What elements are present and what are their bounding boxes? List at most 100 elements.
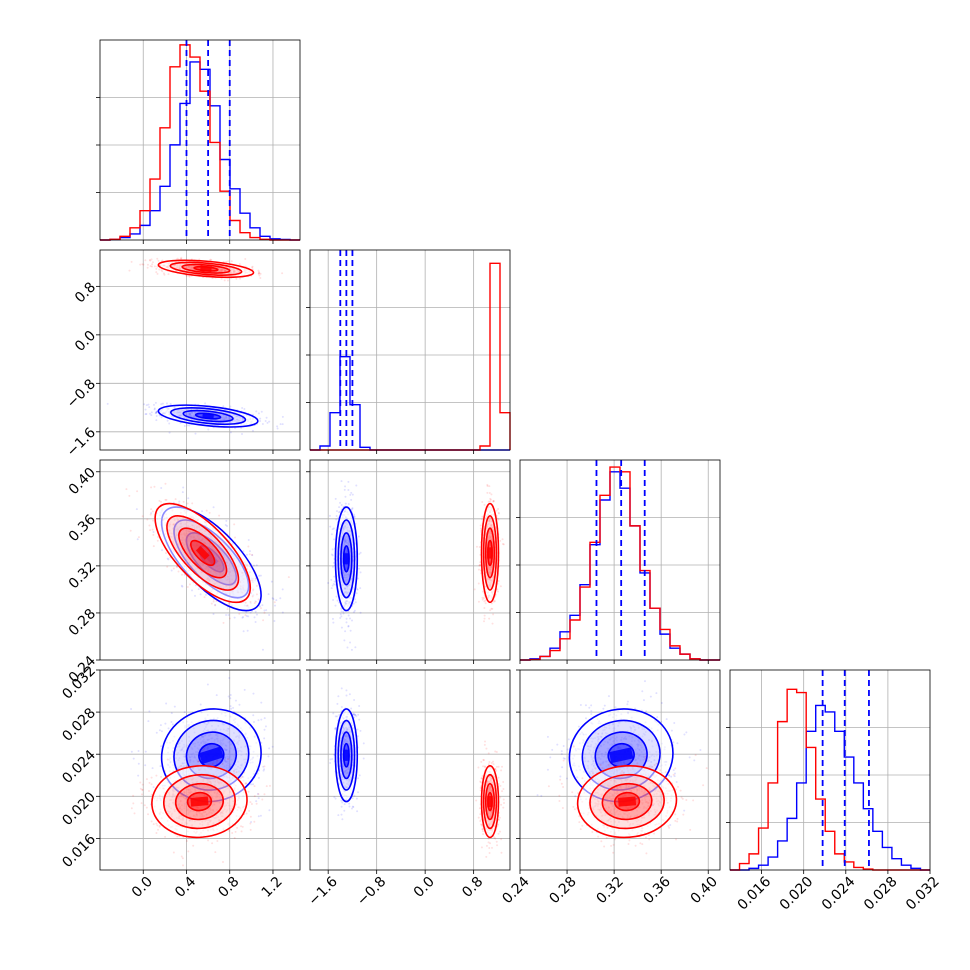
scatter-point (186, 424, 189, 427)
scatter-point (247, 539, 250, 542)
scatter-point (249, 611, 252, 614)
scatter-point (224, 603, 227, 606)
scatter-point (188, 424, 191, 427)
scatter-point (212, 612, 215, 615)
scatter-point (250, 821, 253, 824)
scatter-point (251, 595, 254, 598)
scatter-point (338, 511, 341, 514)
scatter-point (129, 529, 132, 532)
scatter-point (333, 580, 336, 583)
scatter-point (226, 533, 229, 536)
scatter-point (477, 582, 480, 585)
scatter-point (150, 508, 153, 511)
scatter-point (245, 611, 248, 614)
scatter-point (139, 263, 142, 266)
scatter-point (263, 737, 266, 740)
contour-line-1 (166, 515, 240, 591)
scatter-point (252, 721, 255, 724)
scatter-point (353, 598, 356, 601)
scatter-point (154, 401, 157, 404)
scatter-point (342, 612, 345, 615)
scatter-point (145, 404, 148, 407)
scatter-point (245, 614, 248, 617)
scatter-point (276, 427, 279, 430)
scatter-point (241, 616, 244, 619)
scatter-point (340, 610, 343, 613)
scatter-point (210, 259, 213, 262)
scatter-point (355, 588, 358, 591)
scatter-point (163, 273, 166, 276)
scatter-point (334, 583, 337, 586)
scatter-point (218, 514, 221, 517)
scatter-point (257, 272, 260, 275)
scatter-point (483, 503, 486, 506)
scatter-point (166, 419, 169, 422)
scatter-point (159, 724, 162, 727)
scatter-point (215, 694, 218, 697)
scatter-point (331, 584, 334, 587)
scatter-point (234, 699, 237, 702)
scatter-point (206, 683, 209, 686)
scatter-point (275, 599, 278, 602)
scatter-point (161, 549, 164, 552)
scatter-point (155, 267, 158, 270)
scatter-point (265, 416, 268, 419)
scatter-point (356, 577, 359, 580)
scatter-point (149, 513, 152, 516)
scatter-point (155, 411, 158, 414)
scatter-point (215, 600, 218, 603)
contour-line-0 (157, 404, 259, 428)
scatter-point (359, 611, 362, 614)
scatter-point (347, 480, 350, 483)
scatter-point (351, 507, 354, 510)
scatter-point (335, 514, 338, 517)
scatter-point (488, 617, 491, 620)
scatter-point (331, 548, 334, 551)
scatter-point (483, 620, 486, 623)
scatter-point (151, 261, 154, 264)
scatter-point (483, 606, 486, 609)
scatter-point (263, 728, 266, 731)
scatter-point (270, 580, 273, 583)
scatter-point (151, 263, 154, 266)
scatter-point (148, 406, 151, 409)
scatter-point (243, 688, 246, 691)
contour-line-0 (340, 532, 353, 586)
scatter-point (229, 431, 232, 434)
scatter-point (224, 524, 227, 527)
scatter-point (479, 527, 482, 530)
scatter-point (495, 509, 498, 512)
histogram-series-1 (520, 466, 720, 661)
scatter-point (151, 767, 154, 770)
scatter-point (260, 410, 263, 413)
scatter-point (501, 538, 504, 541)
scatter-point (130, 260, 133, 263)
scatter-point (180, 573, 183, 576)
scatter-point (339, 616, 342, 619)
scatter-point (350, 648, 353, 651)
scatter-point (501, 543, 504, 546)
scatter-point (144, 259, 147, 262)
scatter-point (179, 421, 182, 424)
scatter-point (152, 545, 155, 548)
scatter-point (493, 600, 496, 603)
scatter-point (261, 604, 264, 607)
scatter-point (248, 553, 251, 556)
scatter-point (150, 512, 153, 515)
scatter-point (212, 598, 215, 601)
contour-line-1 (178, 527, 228, 579)
scatter-point (227, 603, 230, 606)
contour-line-1 (169, 261, 243, 276)
scatter-point (238, 612, 241, 615)
scatter-point (257, 776, 260, 779)
scatter-point (185, 275, 188, 278)
scatter-point (496, 517, 499, 520)
scatter-point (330, 533, 333, 536)
scatter-point (244, 601, 247, 604)
scatter-point (351, 493, 354, 496)
scatter-point (152, 533, 155, 536)
scatter-point (331, 554, 334, 557)
scatter-point (229, 405, 232, 408)
panel-frame (99, 39, 301, 241)
scatter-point (259, 574, 262, 577)
